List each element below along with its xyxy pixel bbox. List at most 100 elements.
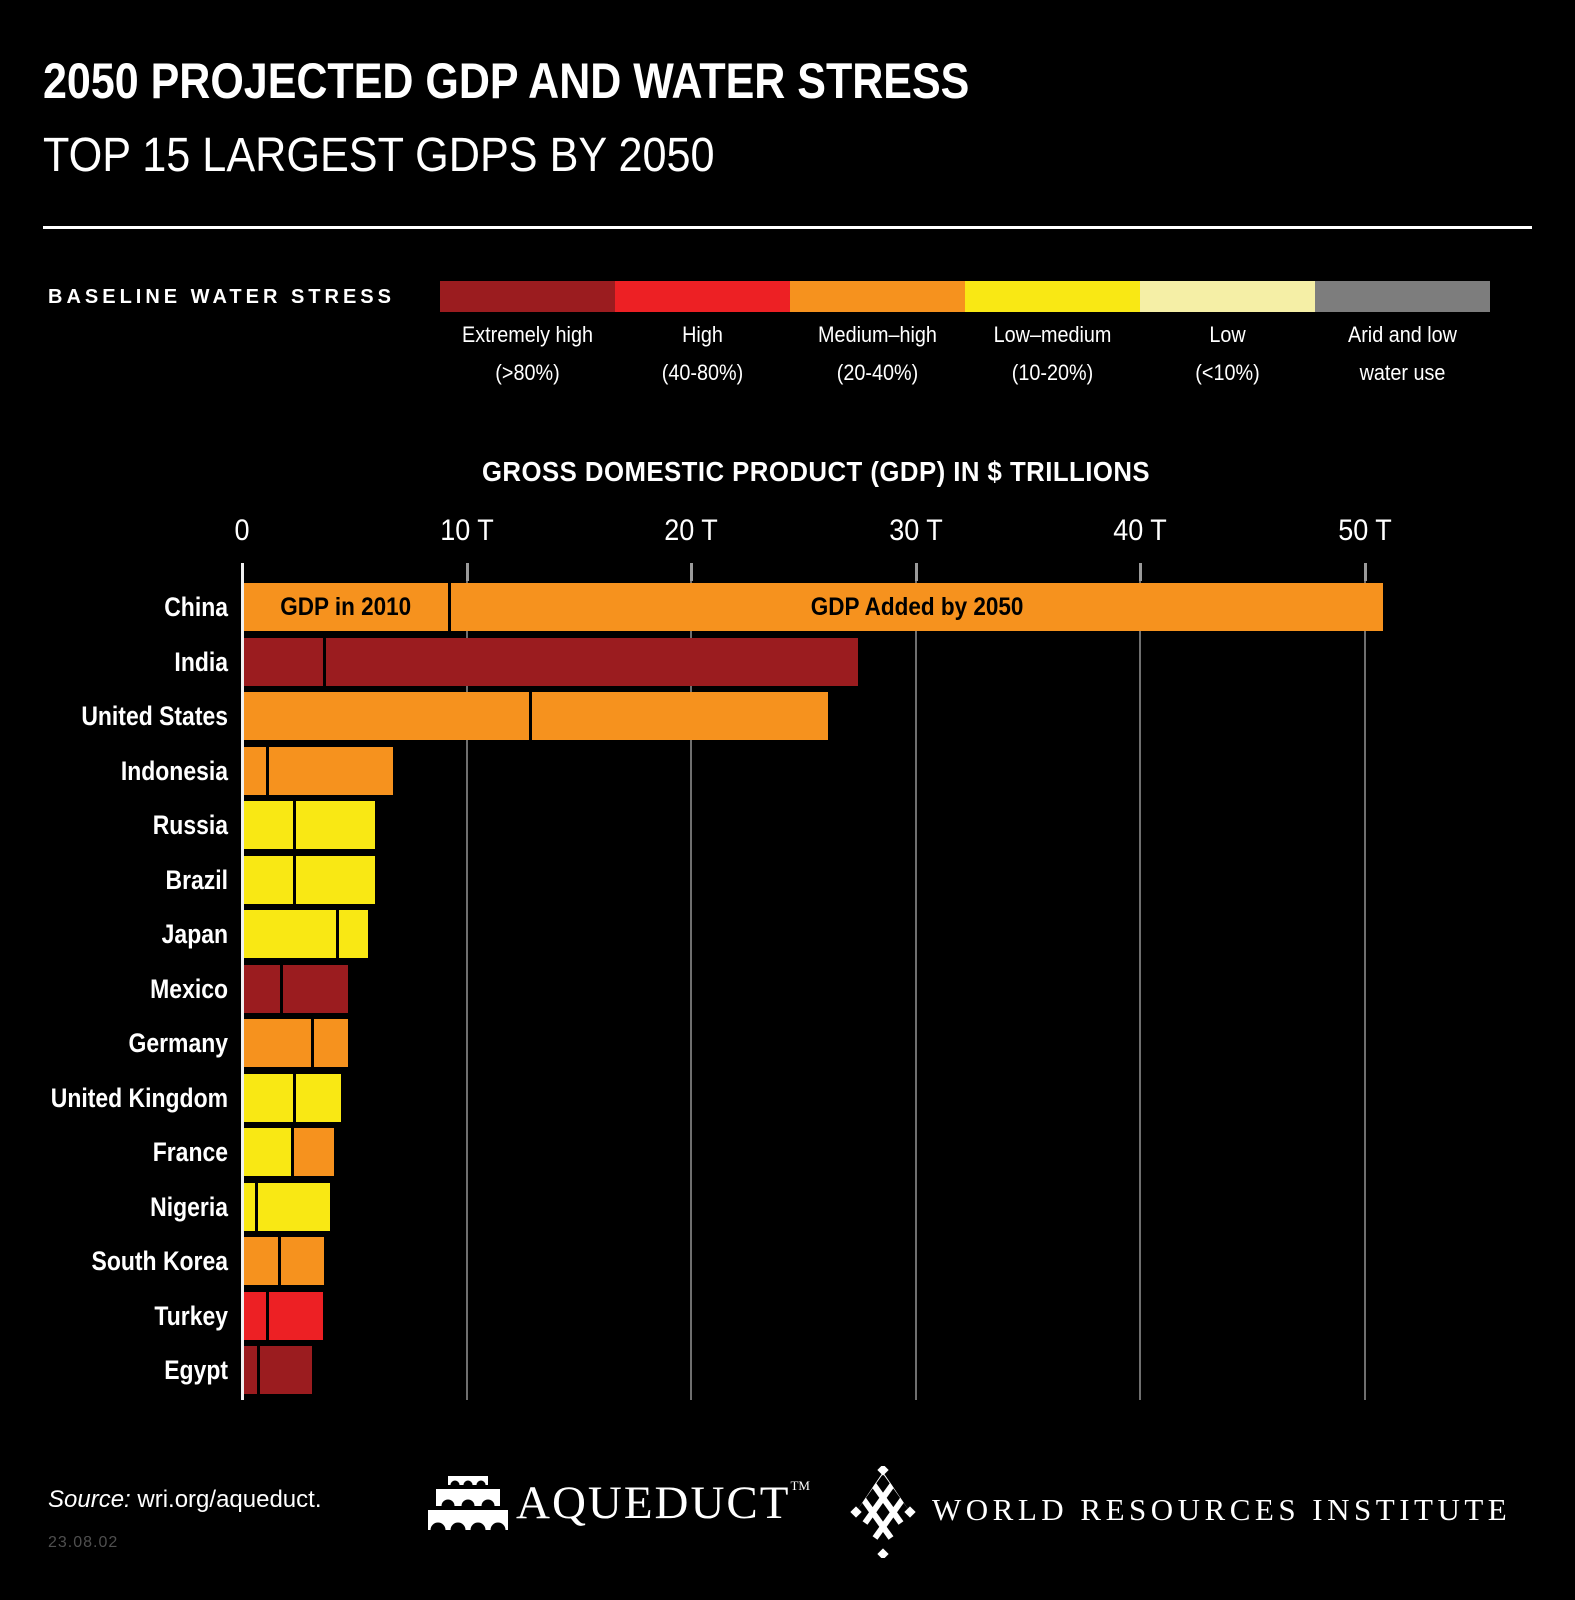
bar-segment-gdp-added-2050 (532, 692, 828, 740)
legend-category-low: Low (<10%) (1140, 322, 1315, 386)
legend-swatch-extremely_high (440, 281, 615, 312)
aqueduct-logo-icon (428, 1476, 508, 1538)
bar-segment-gdp-2010 (244, 1292, 266, 1340)
header-divider (43, 226, 1532, 229)
legend-swatch-bar (440, 281, 1490, 312)
legend-title: BASELINE WATER STRESS (48, 286, 395, 308)
bar-segment-gdp-added-2050 (296, 801, 375, 849)
bar-segment-gdp-added-2050 (339, 910, 368, 958)
country-label-united-states: United States (81, 701, 228, 731)
bar-segment-gdp-added-2050 (260, 1346, 312, 1394)
date-code: 23.08.02 (48, 1534, 119, 1551)
bar-segment-gdp-2010 (244, 856, 293, 904)
legend-category-range: (>80%) (495, 360, 560, 385)
legend-category-name: Low (1209, 322, 1246, 347)
legend-category-extremely_high: Extremely high (>80%) (440, 322, 615, 386)
legend-swatch-medium_high (790, 281, 965, 312)
bar-segment-gdp-2010 (244, 1183, 255, 1231)
bar-row-egypt (244, 1346, 312, 1394)
bar-row-brazil (244, 856, 375, 904)
country-label-south-korea: South Korea (91, 1246, 228, 1276)
wri-logo-wordmark: WORLD RESOURCES INSTITUTE (932, 1492, 1512, 1527)
bar-row-germany (244, 1019, 348, 1067)
source-note: Source: wri.org/aqueduct. (48, 1486, 322, 1514)
legend-category-name: High (682, 322, 723, 347)
bar-row-china: GDP in 2010 GDP Added by 2050 (244, 583, 1383, 631)
x-tick-label-40: 40 T (1113, 514, 1167, 547)
bar-row-mexico (244, 965, 348, 1013)
bar-segment-gdp-2010 (244, 692, 529, 740)
x-tickmark-20T (690, 563, 693, 581)
bar-segment-gdp-added-2050 (281, 1237, 324, 1285)
bar-segment-gdp-added-2050 (269, 1292, 323, 1340)
country-label-china: China (164, 592, 228, 622)
bar-segment-gdp-added-2050 (314, 1019, 348, 1067)
legend-category-name: Arid and low (1348, 322, 1457, 347)
bar-segment-gdp-added-2050 (326, 638, 858, 686)
legend-swatch-low (1140, 281, 1315, 312)
x-tick-label-30: 30 T (889, 514, 943, 547)
x-tick-label-0: 0 (234, 514, 250, 547)
bar-segment-gdp-added-2050 (258, 1183, 330, 1231)
page-title: 2050 PROJECTED GDP AND WATER STRESS (43, 53, 970, 109)
bar-segment-gdp-added-2050 (296, 856, 375, 904)
aqueduct-logo-wordmark: AQUEDUCTTM (516, 1477, 810, 1529)
country-label-france: France (152, 1137, 228, 1167)
gdp-2010-annotation: GDP in 2010 (280, 592, 412, 621)
bar-row-france (244, 1128, 334, 1176)
legend-category-range: (<10%) (1195, 360, 1260, 385)
legend-category-labels: Extremely high (>80%) High (40-80%) Medium–h… (440, 322, 1490, 386)
legend-category-name: Medium–high (818, 322, 937, 347)
bar-segment-gdp-2010: GDP in 2010 (244, 583, 448, 631)
gridline-50T (1364, 563, 1366, 1400)
bar-segment-gdp-2010 (244, 747, 266, 795)
source-url: wri.org/aqueduct. (130, 1486, 322, 1513)
country-label-germany: Germany (128, 1028, 228, 1058)
bar-row-south-korea (244, 1237, 324, 1285)
legend-category-arid_low: Arid and low water use (1315, 322, 1490, 386)
bar-row-japan (244, 910, 368, 958)
bar-row-united-kingdom (244, 1074, 341, 1122)
bar-segment-gdp-2010 (244, 965, 280, 1013)
bar-row-russia (244, 801, 375, 849)
legend-category-high: High (40-80%) (615, 322, 790, 386)
bar-row-united-states (244, 692, 828, 740)
bar-segment-gdp-2010 (244, 1019, 311, 1067)
x-tick-label-50: 50 T (1338, 514, 1392, 547)
page-subtitle: TOP 15 LARGEST GDPS BY 2050 (43, 129, 715, 182)
x-tickmark-10T (466, 563, 469, 581)
bar-segment-gdp-added-2050 (294, 1128, 334, 1176)
gdp-added-2050-annotation: GDP Added by 2050 (810, 592, 1024, 621)
country-label-nigeria: Nigeria (150, 1192, 228, 1222)
gridline-30T (915, 563, 917, 1400)
bar-segment-gdp-2010 (244, 1237, 278, 1285)
x-tickmark-50T (1364, 563, 1367, 581)
country-label-india: India (174, 647, 228, 677)
bar-segment-gdp-2010 (244, 801, 293, 849)
country-label-russia: Russia (152, 810, 228, 840)
source-label: Source: (48, 1486, 131, 1513)
country-label-brazil: Brazil (165, 865, 228, 895)
gridline-20T (690, 563, 692, 1400)
legend-swatch-low_medium (965, 281, 1140, 312)
country-label-united-kingdom: United Kingdom (50, 1083, 229, 1113)
country-label-turkey: Turkey (154, 1301, 228, 1331)
country-label-egypt: Egypt (164, 1355, 228, 1385)
x-tickmark-30T (915, 563, 918, 581)
country-label-mexico: Mexico (150, 974, 228, 1004)
x-tick-label-20: 20 T (664, 514, 718, 547)
bar-row-india (244, 638, 858, 686)
x-tickmark-40T (1139, 563, 1142, 581)
country-label-indonesia: Indonesia (120, 756, 228, 786)
legend-swatch-high (615, 281, 790, 312)
legend-swatch-arid_low (1315, 281, 1490, 312)
bar-segment-gdp-2010 (244, 1128, 291, 1176)
legend-category-range: (20-40%) (836, 360, 919, 385)
legend-category-name: Low–medium (993, 322, 1112, 347)
legend-category-range: (40-80%) (661, 360, 744, 385)
legend-category-range: water use (1359, 360, 1446, 385)
gridline-10T (466, 563, 468, 1400)
bar-row-turkey (244, 1292, 323, 1340)
bar-row-indonesia (244, 747, 393, 795)
